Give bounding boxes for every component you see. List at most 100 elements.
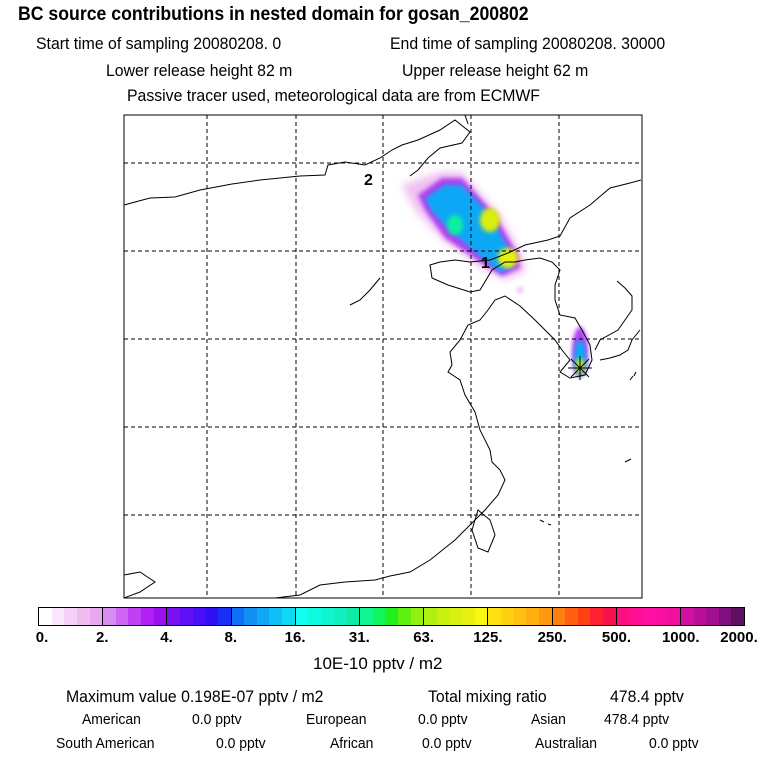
colorbar-swatch	[333, 608, 347, 625]
colorbar-swatch	[616, 608, 630, 625]
colorbar-swatch	[474, 608, 488, 625]
colorbar-segment	[167, 608, 232, 625]
colorbar-swatch	[629, 608, 642, 625]
colorbar-swatch	[397, 608, 411, 625]
colorbar-swatch	[321, 608, 334, 625]
colorbar-unit: 10E-10 pptv / m2	[313, 654, 443, 673]
colorbar	[38, 607, 745, 626]
colorbar-swatch	[308, 608, 322, 625]
colorbar-swatch	[488, 608, 501, 625]
colorbar-swatch	[153, 608, 167, 625]
colorbar-swatch	[39, 608, 52, 625]
colorbar-swatch	[693, 608, 707, 625]
marker-2: 2	[364, 172, 373, 189]
colorbar-tick-label: 2000.	[720, 629, 758, 646]
colorbar-swatch	[180, 608, 193, 625]
region-european-name: European	[306, 711, 367, 728]
colorbar-segment	[231, 608, 296, 625]
colorbar-swatch	[244, 608, 257, 625]
colorbar-swatch	[513, 608, 527, 625]
region-australian-name: Australian	[535, 735, 598, 752]
plot-title: BC source contributions in nested domain…	[18, 4, 529, 25]
colorbar-swatch	[552, 608, 566, 625]
colorbar-swatch	[641, 608, 655, 625]
colorbar-segment	[103, 608, 168, 625]
colorbar-swatch	[346, 608, 359, 625]
colorbar-swatch	[231, 608, 245, 625]
colorbar-tick-label: 16.	[284, 629, 306, 646]
colorbar-swatch	[269, 608, 283, 625]
colorbar-tick-label: 500.	[601, 629, 632, 646]
colorbar-segment	[680, 608, 745, 625]
colorbar-swatch	[436, 608, 450, 625]
colorbar-swatch	[372, 608, 386, 625]
colorbar-tick-label: 0.	[35, 629, 49, 646]
colorbar-swatch	[462, 608, 475, 625]
colorbar-swatch	[680, 608, 694, 625]
region-australian-value: 0.0 pptv	[649, 735, 699, 752]
colorbar-swatch	[731, 608, 745, 625]
total-mixing-ratio-value: 478.4 pptv	[610, 687, 684, 706]
maximum-value: Maximum value 0.198E-07 pptv / m2	[66, 687, 324, 706]
marker-1: 1	[481, 255, 490, 272]
colorbar-swatch	[282, 608, 295, 625]
colorbar-tick-label: 63.	[413, 629, 435, 646]
colorbar-segment	[616, 608, 681, 625]
colorbar-swatch	[590, 608, 604, 625]
region-african-name: African	[330, 735, 374, 752]
gridlines	[124, 115, 642, 598]
colorbar-tick-label: 2.	[96, 629, 109, 646]
colorbar-tick-label: 31.	[348, 629, 370, 646]
colorbar-swatch	[141, 608, 154, 625]
colorbar-swatch	[385, 608, 398, 625]
colorbar-swatch	[217, 608, 231, 625]
lower-release-height: Lower release height 82 m	[106, 61, 293, 80]
colorbar-swatch	[64, 608, 77, 625]
colorbar-swatch	[192, 608, 206, 625]
colorbar-swatch	[128, 608, 142, 625]
colorbar-tick-label: 125.	[473, 629, 503, 646]
colorbar-swatch	[167, 608, 181, 625]
colorbar-swatch	[295, 608, 309, 625]
colorbar-swatch	[706, 608, 719, 625]
colorbar-swatch	[256, 608, 270, 625]
region-asian-name: Asian	[531, 711, 566, 728]
colorbar-swatch	[526, 608, 539, 625]
region-south-american-name: South American	[56, 735, 155, 752]
total-mixing-ratio-label: Total mixing ratio	[428, 687, 547, 706]
colorbar-swatch	[718, 608, 732, 625]
colorbar-segment	[39, 608, 104, 625]
receptor-star-icon	[568, 356, 592, 380]
colorbar-tick-label: 8.	[224, 629, 238, 646]
colorbar-swatch	[115, 608, 129, 625]
colorbar-swatch	[603, 608, 616, 625]
colorbar-swatch	[424, 608, 437, 625]
tracer-note: Passive tracer used, meteorological data…	[127, 86, 540, 105]
region-european-value: 0.0 pptv	[418, 711, 468, 728]
colorbar-swatch	[359, 608, 373, 625]
colorbar-tick-label: 250.	[537, 629, 567, 646]
colorbar-swatch	[410, 608, 424, 625]
colorbar-swatch	[577, 608, 591, 625]
colorbar-swatch	[76, 608, 90, 625]
region-asian-value: 478.4 pptv	[604, 711, 670, 728]
colorbar-swatch	[205, 608, 218, 625]
colorbar-swatch	[667, 608, 680, 625]
region-south-american-value: 0.0 pptv	[216, 735, 266, 752]
colorbar-swatch	[500, 608, 514, 625]
colorbar-tick-label: 4.	[160, 629, 173, 646]
colorbar-segment	[488, 608, 553, 625]
colorbar-segment	[424, 608, 489, 625]
region-american-name: American	[82, 711, 141, 728]
start-time: Start time of sampling 20080208. 0	[36, 34, 282, 53]
colorbar-swatch	[538, 608, 552, 625]
colorbar-tick-label: 1000.	[661, 629, 700, 646]
upper-release-height: Upper release height 62 m	[402, 61, 589, 80]
region-american-value: 0.0 pptv	[192, 711, 242, 728]
plume-north	[402, 172, 525, 293]
colorbar-swatch	[103, 608, 116, 625]
colorbar-segment	[359, 608, 425, 625]
colorbar-swatch	[449, 608, 463, 625]
colorbar-swatch	[654, 608, 668, 625]
colorbar-swatch	[89, 608, 103, 625]
